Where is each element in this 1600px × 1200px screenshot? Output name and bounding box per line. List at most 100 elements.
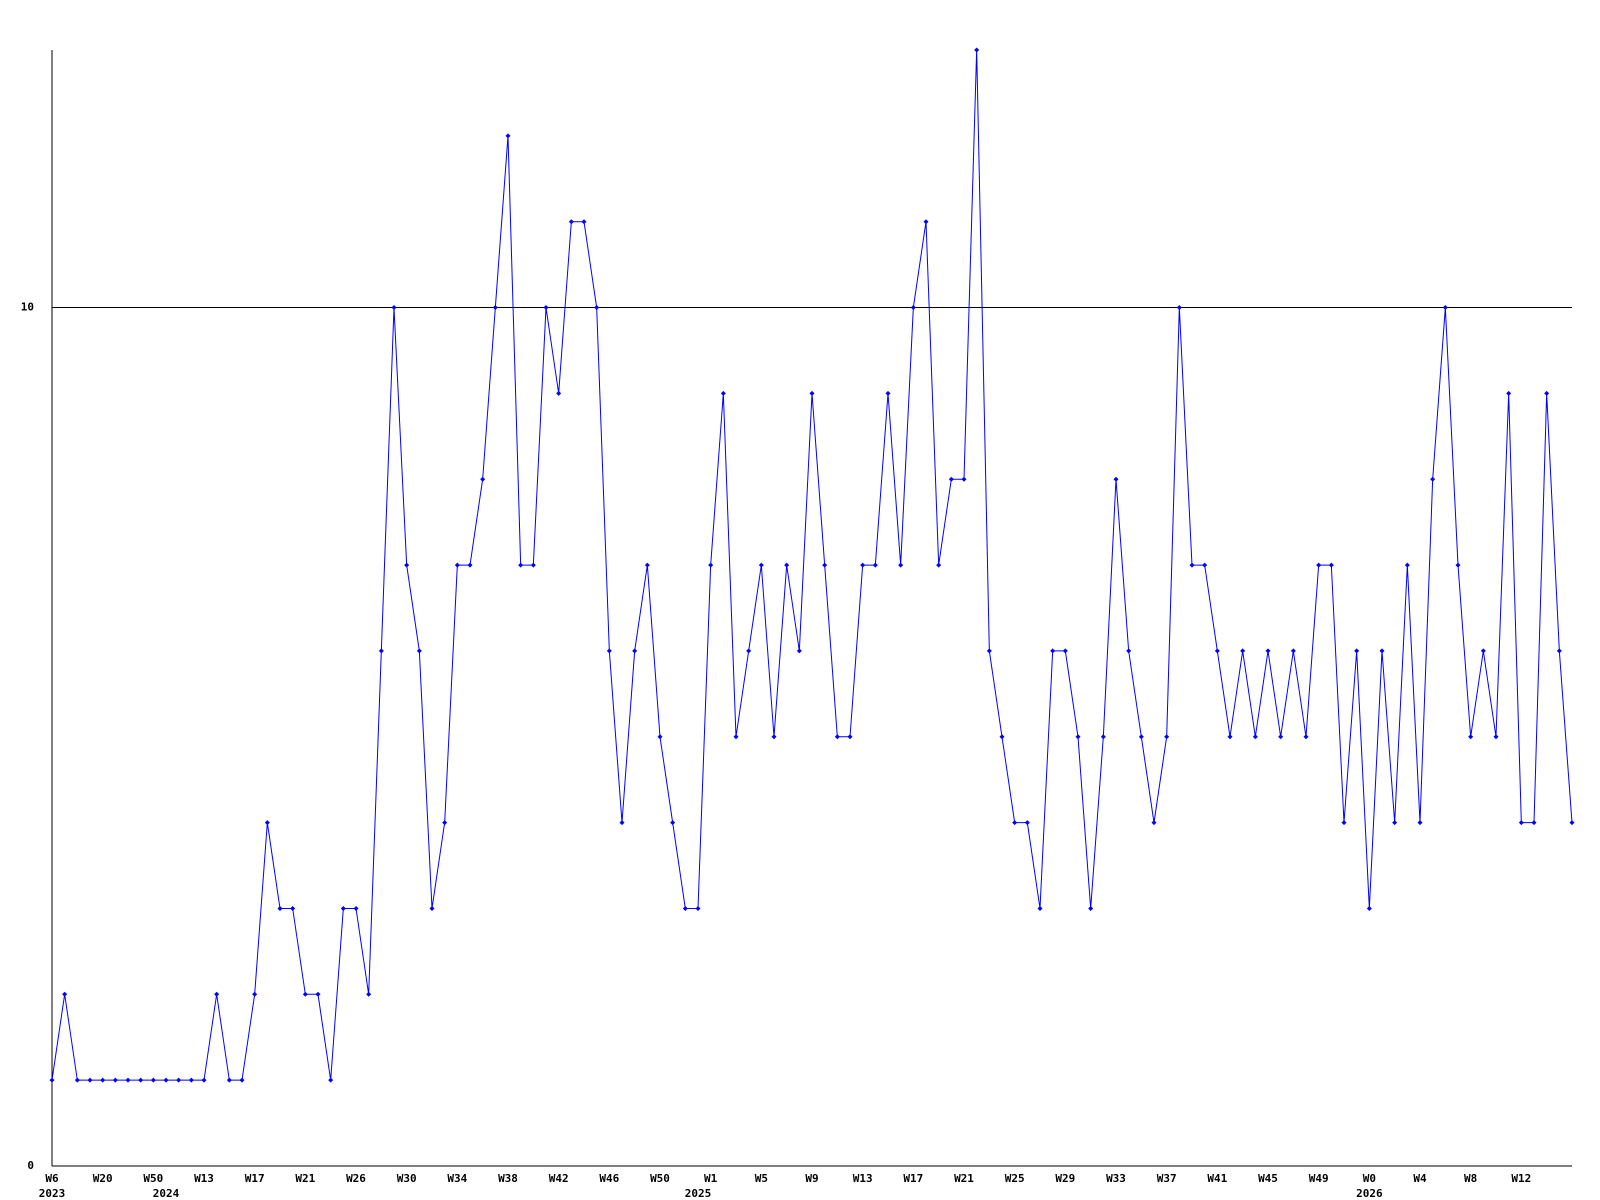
point-marker: [682, 905, 688, 911]
point-marker: [1062, 648, 1068, 654]
point-marker: [771, 734, 777, 740]
point-marker: [340, 905, 346, 911]
point-marker: [290, 905, 296, 911]
point-marker: [1442, 305, 1448, 311]
x-tick-label: W13: [853, 1172, 873, 1185]
point-marker: [429, 905, 435, 911]
x-tick-label: W50: [650, 1172, 670, 1185]
point-marker: [1176, 305, 1182, 311]
point-marker: [606, 648, 612, 654]
point-marker: [74, 1077, 80, 1083]
point-marker: [277, 905, 283, 911]
point-marker: [1240, 648, 1246, 654]
x-tick-label: W12: [1511, 1172, 1531, 1185]
point-marker: [986, 648, 992, 654]
x-tick-label: W41: [1207, 1172, 1227, 1185]
x-tick-label: W9: [805, 1172, 818, 1185]
point-marker: [1328, 562, 1334, 568]
point-marker: [847, 734, 853, 740]
point-marker: [1506, 390, 1512, 396]
point-marker: [872, 562, 878, 568]
point-marker: [442, 820, 448, 826]
point-marker: [948, 476, 954, 482]
point-marker: [657, 734, 663, 740]
x-tick-label: W13: [194, 1172, 214, 1185]
point-marker: [62, 991, 68, 997]
x-tick-label: W49: [1309, 1172, 1329, 1185]
point-marker: [404, 562, 410, 568]
year-label: 2024: [153, 1187, 180, 1200]
point-marker: [834, 734, 840, 740]
point-marker: [1417, 820, 1423, 826]
point-marker: [1100, 734, 1106, 740]
point-marker: [784, 562, 790, 568]
point-marker: [1379, 648, 1385, 654]
point-marker: [1341, 820, 1347, 826]
x-tick-label: W50: [143, 1172, 163, 1185]
point-marker: [860, 562, 866, 568]
point-marker: [1227, 734, 1233, 740]
x-tick-label: W30: [397, 1172, 417, 1185]
point-marker: [100, 1077, 106, 1083]
point-marker: [632, 648, 638, 654]
point-marker: [936, 562, 942, 568]
point-marker: [530, 562, 536, 568]
point-marker: [910, 305, 916, 311]
point-marker: [353, 905, 359, 911]
point-marker: [1455, 562, 1461, 568]
x-tick-label: W29: [1055, 1172, 1075, 1185]
point-marker: [809, 390, 815, 396]
point-marker: [188, 1077, 194, 1083]
y-tick-label: 10: [21, 301, 34, 314]
point-marker: [252, 991, 258, 997]
point-marker: [492, 305, 498, 311]
point-marker: [378, 648, 384, 654]
y-tick-label: 0: [27, 1159, 34, 1172]
x-tick-label: W46: [599, 1172, 619, 1185]
x-tick-label: W25: [1005, 1172, 1025, 1185]
point-marker: [1316, 562, 1322, 568]
point-marker: [214, 991, 220, 997]
point-marker: [1290, 648, 1296, 654]
point-marker: [1024, 820, 1030, 826]
point-marker: [1544, 390, 1550, 396]
year-label: 2026: [1356, 1187, 1383, 1200]
point-marker: [1493, 734, 1499, 740]
point-marker: [87, 1077, 93, 1083]
x-tick-label: W1: [704, 1172, 718, 1185]
x-tick-label: W6: [45, 1172, 59, 1185]
point-marker: [758, 562, 764, 568]
point-marker: [568, 219, 574, 225]
point-marker: [1126, 648, 1132, 654]
point-marker: [1303, 734, 1309, 740]
point-marker: [1354, 648, 1360, 654]
point-marker: [1480, 648, 1486, 654]
point-marker: [543, 305, 549, 311]
point-marker: [619, 820, 625, 826]
point-marker: [201, 1077, 207, 1083]
point-marker: [1050, 648, 1056, 654]
point-marker: [1531, 820, 1537, 826]
x-tick-label: W38: [498, 1172, 518, 1185]
point-marker: [1366, 905, 1372, 911]
point-marker: [125, 1077, 131, 1083]
point-marker: [416, 648, 422, 654]
x-tick-label: W17: [245, 1172, 265, 1185]
point-marker: [720, 390, 726, 396]
point-marker: [467, 562, 473, 568]
x-tick-label: W33: [1106, 1172, 1126, 1185]
point-marker: [1113, 476, 1119, 482]
point-marker: [999, 734, 1005, 740]
point-marker: [1138, 734, 1144, 740]
point-marker: [454, 562, 460, 568]
x-tick-label: W4: [1413, 1172, 1427, 1185]
point-marker: [112, 1077, 118, 1083]
point-marker: [480, 476, 486, 482]
point-marker: [150, 1077, 156, 1083]
x-tick-label: W8: [1464, 1172, 1477, 1185]
point-marker: [1430, 476, 1436, 482]
point-marker: [1518, 820, 1524, 826]
x-tick-label: W26: [346, 1172, 366, 1185]
point-marker: [644, 562, 650, 568]
